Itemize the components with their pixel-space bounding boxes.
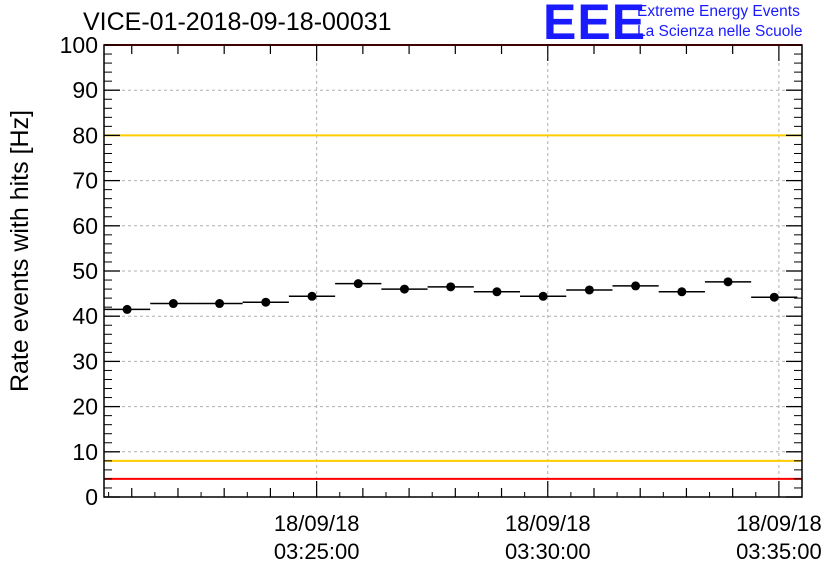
y-tick-label: 100 [60,32,98,58]
x-tick-label-time: 03:25:00 [274,539,360,564]
y-tick-label: 60 [72,213,98,239]
x-tick-label-date: 18/09/18 [274,511,360,536]
data-point [492,287,502,297]
data-point [631,281,641,291]
y-tick-label: 70 [72,168,98,194]
x-tick-label-time: 03:35:00 [736,539,822,564]
chart-title: VICE-01-2018-09-18-00031 [83,8,392,36]
data-point [261,297,271,307]
y-tick-label: 10 [72,439,98,465]
y-tick-label: 90 [72,77,98,103]
data-point [168,299,178,309]
data-point [723,277,733,287]
data-point [584,285,594,295]
eee-logo-line1: Extreme Energy Events [637,3,800,20]
data-point [399,284,409,294]
eee-logo-line2: La Scienza nelle Scuole [637,23,803,40]
data-point [122,304,132,314]
x-tick-label-date: 18/09/18 [505,511,591,536]
x-tick-label-time: 03:30:00 [505,539,591,564]
data-point [677,287,687,297]
y-tick-label: 0 [85,484,98,510]
y-tick-label: 40 [72,303,98,329]
x-tick-label-date: 18/09/18 [736,511,822,536]
y-tick-label: 30 [72,348,98,374]
data-point [307,291,317,301]
data-point [769,292,779,302]
data-point [538,291,548,301]
data-point [353,279,363,289]
eee-logo-mark: EEE [543,0,647,50]
data-point [446,282,456,292]
y-axis-label: Rate events with hits [Hz] [6,110,34,392]
y-tick-label: 20 [72,394,98,420]
y-tick-label: 50 [72,258,98,284]
y-tick-label: 80 [72,122,98,148]
data-point [215,299,225,309]
eee-logo: EEE Extreme Energy Events La Scienza nel… [543,0,833,50]
